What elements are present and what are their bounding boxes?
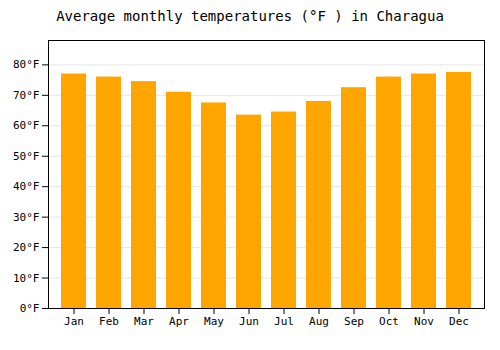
svg-text:30°F: 30°F	[13, 211, 40, 224]
svg-text:80°F: 80°F	[13, 58, 40, 71]
svg-text:Apr: Apr	[169, 315, 189, 328]
svg-text:Aug: Aug	[309, 315, 329, 328]
svg-text:60°F: 60°F	[13, 119, 40, 132]
svg-text:Nov: Nov	[414, 315, 434, 328]
svg-text:50°F: 50°F	[13, 150, 40, 163]
svg-text:Jul: Jul	[274, 315, 294, 328]
svg-text:Mar: Mar	[134, 315, 154, 328]
svg-text:40°F: 40°F	[13, 180, 40, 193]
svg-text:70°F: 70°F	[13, 89, 40, 102]
svg-text:Dec: Dec	[449, 315, 469, 328]
svg-text:0°F: 0°F	[20, 302, 40, 315]
svg-text:10°F: 10°F	[13, 272, 40, 285]
svg-text:Feb: Feb	[99, 315, 119, 328]
svg-text:Jan: Jan	[64, 315, 84, 328]
html-text:Average monthly temperatures (: Average monthly temperatures (°F ) in Ch…	[56, 8, 444, 24]
svg-text:Jun: Jun	[239, 315, 259, 328]
svg-text:Sep: Sep	[344, 315, 364, 328]
svg-text:Oct: Oct	[379, 315, 399, 328]
svg-text:20°F: 20°F	[13, 241, 40, 254]
svg-text:May: May	[204, 315, 224, 328]
